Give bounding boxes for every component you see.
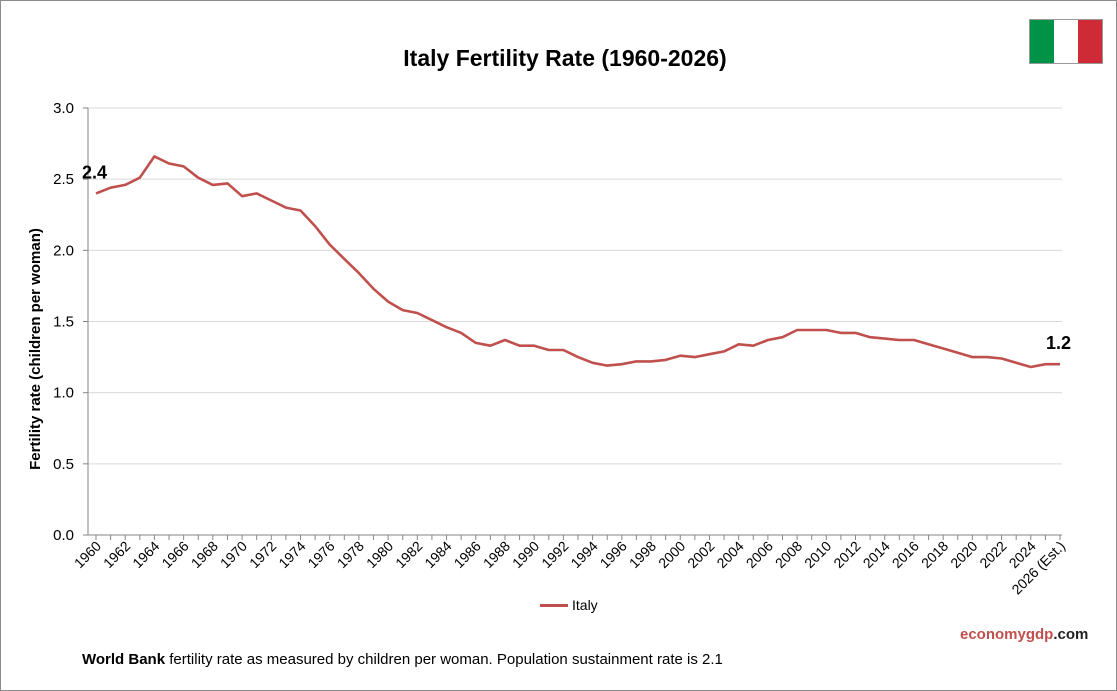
- y-tick-labels: 0.0 0.5 1.0 1.5 2.0 2.5 3.0: [53, 100, 74, 544]
- x-tick-label: 1994: [567, 538, 600, 571]
- x-tick-label: 1980: [363, 538, 396, 571]
- x-tick-label: 2002: [684, 538, 717, 571]
- legend-swatch: [540, 603, 568, 607]
- x-tick-label: 2000: [655, 538, 688, 571]
- x-tick-label: 1986: [451, 538, 484, 571]
- y-tick-label: 2.0: [53, 242, 74, 259]
- x-tick-label: 1988: [480, 538, 513, 571]
- y-tick-label: 2.5: [53, 171, 74, 188]
- x-tick-label: 1960: [71, 538, 104, 571]
- x-tick-label: 1976: [304, 538, 337, 571]
- series-lines: [95, 155, 1060, 369]
- data-annotations: 2.4 1.2: [82, 162, 1071, 353]
- x-tick-label: 1970: [217, 538, 250, 571]
- x-tick-label: 1978: [334, 538, 367, 571]
- x-tick-label: 2016: [889, 538, 922, 571]
- data-label: 2.4: [82, 162, 107, 182]
- x-tick-label: 1972: [246, 538, 279, 571]
- x-tick-label: 2008: [772, 538, 805, 571]
- italy-flag-icon: [1029, 19, 1103, 64]
- x-tick-label: 1990: [509, 538, 542, 571]
- x-tick-label: 1966: [158, 538, 191, 571]
- watermark-part-gdp: gdp: [1025, 626, 1054, 643]
- chart-title: Italy Fertility Rate (1960-2026): [403, 45, 727, 71]
- x-tick-labels: 1960196219641966196819701972197419761978…: [71, 538, 1068, 598]
- x-tick-label: 1968: [188, 538, 221, 571]
- flag-white-band: [1054, 20, 1078, 63]
- data-label: 1.2: [1046, 333, 1071, 353]
- footnote-source: World Bank: [82, 651, 166, 668]
- series-line-italy: [95, 155, 1060, 369]
- legend[interactable]: Italy: [540, 597, 598, 613]
- x-tick-label: 1998: [626, 538, 659, 571]
- x-tick-label: 2012: [830, 538, 863, 571]
- flag-red-band: [1078, 20, 1102, 63]
- x-tick-label: 1984: [421, 538, 454, 571]
- legend-label: Italy: [572, 597, 598, 613]
- x-tick-label: 1982: [392, 538, 425, 571]
- watermark-part-com: .com: [1053, 626, 1089, 643]
- y-axis-label: Fertility rate (children per woman): [27, 228, 44, 470]
- x-tick-label: 1992: [538, 538, 571, 571]
- y-tick-label: 3.0: [53, 100, 74, 117]
- x-tick-label: 2018: [918, 538, 951, 571]
- x-tick-label: 1996: [597, 538, 630, 571]
- flag-green-band: [1030, 20, 1054, 63]
- x-tick-label: 2014: [860, 538, 893, 571]
- watermark-part-economy: economy: [960, 626, 1026, 643]
- x-tick-label: 2020: [947, 538, 980, 571]
- x-tick-label: 2004: [713, 538, 746, 571]
- y-tick-label: 0.5: [53, 456, 74, 473]
- axes: [83, 107, 1062, 540]
- grid-lines: [88, 107, 1062, 465]
- x-tick-label: 2022: [976, 538, 1009, 571]
- x-tick-label: 1974: [275, 538, 308, 571]
- footnote: World Bank fertility rate as measured by…: [82, 651, 723, 668]
- x-tick-label: 1962: [100, 538, 133, 571]
- x-tick-label: 2010: [801, 538, 834, 571]
- y-tick-label: 0.0: [53, 527, 74, 544]
- footnote-text: fertility rate as measured by children p…: [165, 651, 723, 668]
- x-tick-label: 2006: [743, 538, 776, 571]
- watermark: economygdp.com: [960, 626, 1088, 643]
- y-tick-label: 1.5: [53, 314, 74, 331]
- y-tick-label: 1.0: [53, 385, 74, 402]
- x-tick-label: 1964: [129, 538, 162, 571]
